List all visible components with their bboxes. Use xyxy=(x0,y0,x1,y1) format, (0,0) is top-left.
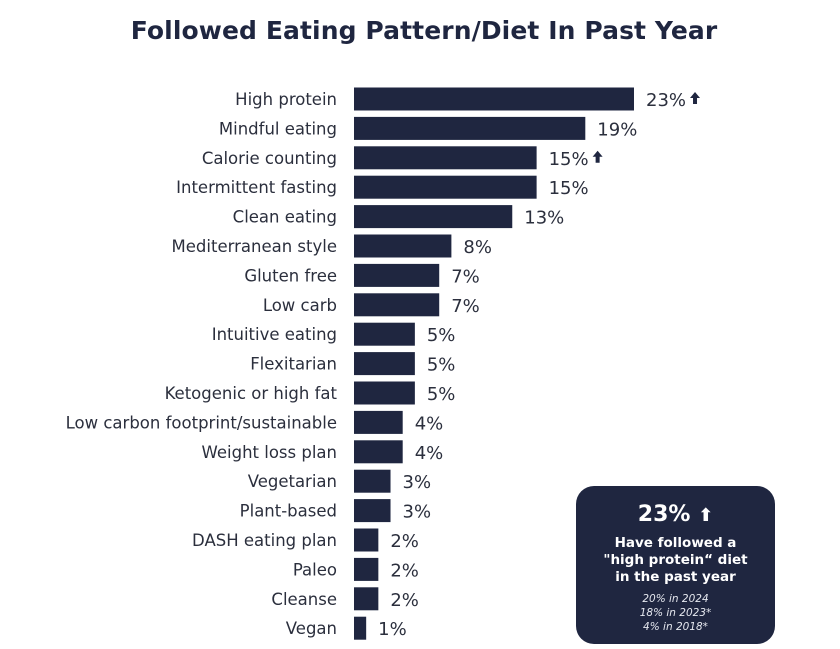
up-arrow-icon: ⬆ xyxy=(698,505,714,526)
category-label: Ketogenic or high fat xyxy=(165,384,338,403)
bar xyxy=(354,116,586,140)
value-label: 13% xyxy=(524,208,564,229)
value-label: 3% xyxy=(403,502,432,523)
up-arrow-icon xyxy=(690,92,701,104)
category-label: DASH eating plan xyxy=(192,531,337,550)
value-label: 8% xyxy=(463,237,492,258)
callout-value: 23% xyxy=(637,502,691,527)
bar xyxy=(354,234,452,258)
callout-value-row: 23% ⬆ xyxy=(576,502,775,529)
bar xyxy=(354,293,440,317)
value-label: 2% xyxy=(390,531,419,552)
category-label: Intuitive eating xyxy=(212,325,337,344)
value-label: 7% xyxy=(451,266,480,287)
category-label: Vegetarian xyxy=(248,472,337,491)
chart-title: Followed Eating Pattern/Diet In Past Yea… xyxy=(130,16,718,45)
value-label: 2% xyxy=(390,560,419,581)
category-label: Low carbon footprint/sustainable xyxy=(66,413,337,432)
category-label: Mediterranean style xyxy=(172,237,337,256)
category-label: Clean eating xyxy=(233,208,337,227)
category-label: Vegan xyxy=(286,619,337,638)
bar xyxy=(354,410,403,434)
value-label: 15% xyxy=(549,149,589,170)
value-label: 23% xyxy=(646,90,686,111)
value-label: 15% xyxy=(549,178,589,199)
bar xyxy=(354,616,367,640)
bar xyxy=(354,87,634,111)
category-label: Flexitarian xyxy=(250,355,337,374)
bar xyxy=(354,352,415,376)
callout-history-item: 18% in 2023* xyxy=(639,607,712,619)
category-label: High protein xyxy=(235,90,337,109)
value-label: 5% xyxy=(427,384,456,405)
value-label: 3% xyxy=(403,472,432,493)
category-label: Calorie counting xyxy=(202,149,337,168)
category-label: Gluten free xyxy=(244,266,337,285)
bar xyxy=(354,557,379,581)
bar xyxy=(354,587,379,611)
callout-description: Have followed a "high protein“ diet in t… xyxy=(603,535,748,585)
bar xyxy=(354,175,537,199)
bar xyxy=(354,469,391,493)
bar xyxy=(354,322,415,346)
value-label: 1% xyxy=(378,619,407,640)
category-label: Paleo xyxy=(293,560,337,579)
callout-history-item: 20% in 2024 xyxy=(642,593,709,605)
category-label: Intermittent fasting xyxy=(176,178,337,197)
bar xyxy=(354,205,513,229)
value-label: 19% xyxy=(597,119,637,140)
highlight-callout: 23% ⬆ Have followed a "high protein“ die… xyxy=(576,486,775,644)
callout-history: 20% in 2024 18% in 2023* 4% in 2018* xyxy=(576,592,775,634)
bar xyxy=(354,263,440,287)
bar xyxy=(354,499,391,523)
bar xyxy=(354,381,415,405)
value-label: 2% xyxy=(390,590,419,611)
up-arrow-icon xyxy=(592,150,603,163)
category-label: Plant-based xyxy=(240,502,337,521)
bar xyxy=(354,440,403,464)
callout-history-item: 4% in 2018* xyxy=(643,621,708,633)
value-label: 5% xyxy=(427,325,456,346)
value-label: 4% xyxy=(415,413,444,434)
bar xyxy=(354,146,537,170)
value-label: 4% xyxy=(415,443,444,464)
value-label: 7% xyxy=(451,296,480,317)
value-label: 5% xyxy=(427,355,456,376)
category-label: Cleanse xyxy=(271,590,337,609)
bar xyxy=(354,528,379,552)
category-label: Weight loss plan xyxy=(202,443,337,462)
category-label: Mindful eating xyxy=(219,119,337,138)
category-label: Low carb xyxy=(263,296,337,315)
